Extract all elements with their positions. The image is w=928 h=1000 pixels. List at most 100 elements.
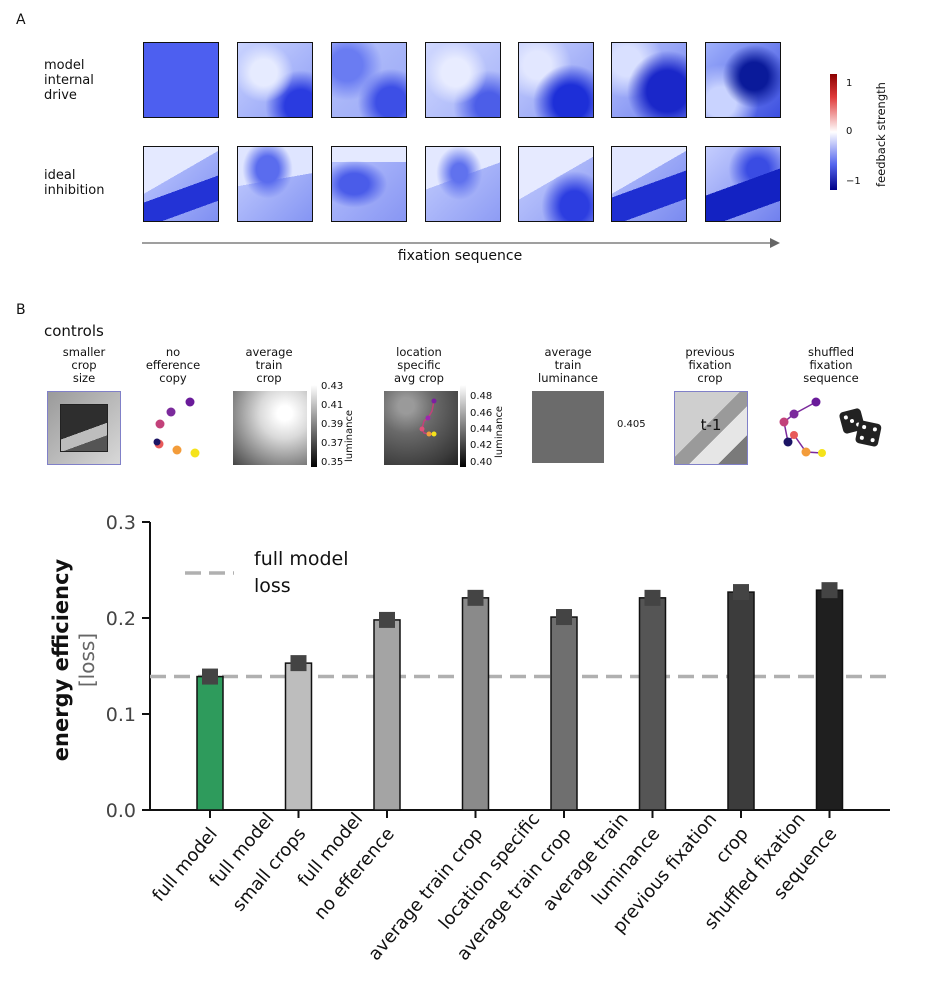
bar-value-marker: [290, 655, 307, 672]
legend-label: loss: [254, 575, 291, 597]
inhibition-map-tile: [331, 146, 407, 222]
drive-map-tile: [425, 42, 501, 118]
colorbar-tick: 0.44: [470, 424, 493, 435]
control-title-smaller-crop: smaller crop size: [29, 346, 139, 385]
previous-fixation-image: t-1: [674, 391, 748, 465]
control-title-line: location: [396, 345, 442, 359]
bar-value-marker: [733, 584, 749, 601]
control-title-line: train: [255, 358, 283, 372]
x-tick-label: full model: [148, 824, 222, 906]
inhibition-map-tile: [143, 146, 219, 222]
control-title-line: avg crop: [394, 371, 444, 385]
crop-inset: [60, 404, 108, 452]
shuffled-sequence-path: [779, 397, 826, 457]
control-title-line: size: [72, 371, 96, 385]
bar: [550, 616, 578, 811]
drive-map-tile: [518, 42, 594, 118]
colorbar-label: feedback strength: [874, 82, 888, 187]
control-title-line: train: [554, 358, 582, 372]
colorbar-label: luminance: [494, 405, 505, 458]
colorbar-label: luminance: [344, 409, 355, 462]
bar: [196, 675, 224, 811]
y-axis-unit: [loss]: [75, 633, 99, 687]
bar-value-marker: [644, 589, 661, 606]
drive-map-tile: [237, 42, 313, 118]
y-tick-label: 0.0: [106, 800, 136, 822]
control-title-line: fixation: [688, 358, 732, 372]
fixation-dot: [166, 407, 176, 417]
control-title-average-crop: average train crop: [214, 346, 324, 385]
dice-icon: [839, 408, 882, 447]
feedback-colorbar: [830, 74, 837, 190]
fixation-sequence-arrow: [142, 238, 780, 248]
bar-value-marker: [379, 611, 395, 628]
inhibition-map-tile: [705, 146, 781, 222]
bar: [284, 662, 313, 811]
colorbar-tick: 0.35: [321, 457, 344, 468]
average-crop-image: [233, 391, 307, 465]
luminance-colorbar: [311, 385, 317, 467]
bar-value-marker: [467, 589, 484, 606]
drive-map-tile: [143, 42, 219, 118]
controls-title: controls: [44, 322, 104, 340]
row-label-line: inhibition: [44, 183, 105, 198]
colorbar-tick: −1: [846, 176, 861, 187]
inhibition-map-tile: [425, 146, 501, 222]
control-title-line: efference: [145, 358, 201, 372]
bar: [638, 597, 667, 811]
fixation-sequence-label: fixation sequence: [397, 248, 523, 264]
energy-efficiency-bar-chart: 0.0 0.1 0.2 0.3 energy efficiency [loss] full …: [49, 512, 890, 965]
location-avg-crop-image: [384, 391, 458, 465]
control-title-line: luminance: [538, 371, 598, 385]
colorbar-tick: 0.41: [321, 400, 344, 411]
control-title-line: previous: [685, 345, 735, 359]
average-luminance-swatch: [532, 391, 604, 463]
control-title-no-efference: no efference copy: [118, 346, 228, 385]
control-title-line: average: [245, 345, 293, 359]
control-title-line: sequence: [803, 371, 859, 385]
colorbar-tick: 1: [846, 78, 853, 89]
colorbar-tick: 0.40: [470, 457, 493, 468]
y-tick-label: 0.3: [106, 512, 136, 534]
fixation-path: [419, 398, 437, 437]
bar: [461, 597, 490, 811]
bar-value-marker: [202, 668, 218, 685]
row-label-line: model: [44, 58, 85, 73]
smaller-crop-image: [47, 391, 121, 465]
control-title-line: copy: [159, 371, 187, 385]
colorbar-tick: 0: [846, 126, 853, 137]
bar: [373, 619, 401, 811]
legend-label: full model: [254, 548, 349, 570]
drive-map-tile: [331, 42, 407, 118]
y-axis-label: energy efficiency: [49, 558, 73, 761]
luminance-colorbar: [460, 385, 466, 467]
no-efference-dots: [153, 397, 200, 458]
fixation-dot: [172, 445, 182, 455]
colorbar-tick: 0.46: [470, 408, 493, 419]
control-title-line: specific: [397, 358, 441, 372]
fixation-dot: [185, 397, 195, 407]
row-label-line: ideal: [44, 168, 76, 183]
colorbar-tick: 0.42: [470, 440, 493, 451]
row-label-ideal-inhibition: ideal inhibition: [44, 168, 104, 198]
colorbar-tick: 0.39: [321, 419, 344, 430]
control-title-line: shuffled: [807, 345, 855, 359]
bar: [815, 589, 844, 811]
average-luminance-value: 0.405: [617, 419, 646, 430]
colorbar-tick: 0.43: [321, 381, 344, 392]
fixation-dot: [190, 448, 200, 458]
panel-a-letter: A: [16, 12, 26, 28]
row-label-model-internal-drive: model internal drive: [44, 58, 94, 103]
y-tick-label: 0.2: [106, 608, 136, 630]
inhibition-map-tile: [237, 146, 313, 222]
control-title-line: crop: [697, 371, 723, 385]
bar-value-marker: [821, 582, 838, 599]
colorbar-tick: 0.48: [470, 391, 493, 402]
control-title-shuffled-sequence: shuffled fixation sequence: [776, 346, 886, 385]
bar-value-marker: [556, 609, 572, 626]
control-title-location-specific: location specific avg crop: [364, 346, 474, 385]
fixation-dot: [155, 419, 165, 429]
control-title-average-luminance: average train luminance: [513, 346, 623, 385]
control-title-line: smaller: [62, 345, 106, 359]
inhibition-map-tile: [518, 146, 594, 222]
